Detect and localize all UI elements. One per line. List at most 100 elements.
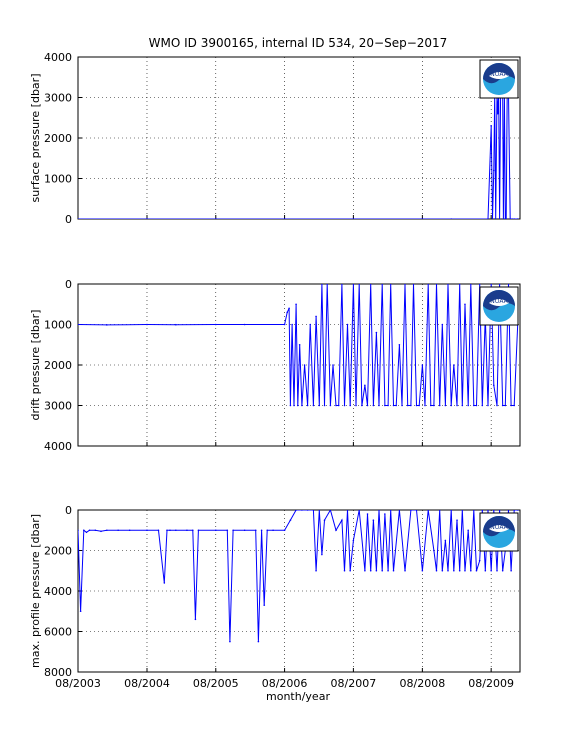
data-point xyxy=(88,529,91,532)
data-point xyxy=(487,404,489,407)
logo-bird xyxy=(489,72,509,79)
data-point xyxy=(157,529,160,532)
data-point xyxy=(283,323,286,326)
data-point xyxy=(458,569,461,572)
data-point xyxy=(433,404,435,407)
figure-title: WMO ID 3900165, internal ID 534, 20−Sep−… xyxy=(149,36,448,50)
data-point xyxy=(349,569,351,572)
data-point xyxy=(456,404,458,407)
data-point xyxy=(464,569,466,572)
y-tick-label: 8000 xyxy=(44,666,72,679)
data-point xyxy=(510,404,512,407)
data-point xyxy=(226,529,229,532)
data-point xyxy=(296,404,299,407)
y-tick-label: 2000 xyxy=(44,545,72,558)
x-tick-label: 08/2003 xyxy=(55,677,101,690)
data-point xyxy=(450,510,453,511)
data-point xyxy=(490,125,492,127)
data-point xyxy=(352,284,355,285)
data-point xyxy=(117,529,119,532)
y-tick-label: 4000 xyxy=(44,51,72,64)
data-point xyxy=(398,343,401,346)
data-point xyxy=(450,218,453,219)
data-point xyxy=(78,218,79,219)
data-point xyxy=(288,307,290,310)
x-tick-label: 08/2007 xyxy=(331,677,377,690)
data-point xyxy=(355,404,357,407)
data-point xyxy=(100,530,102,533)
data-point xyxy=(329,510,332,511)
data-point xyxy=(410,404,412,407)
data-point xyxy=(197,529,200,532)
data-point xyxy=(478,559,481,562)
data-point xyxy=(498,510,501,511)
y-tick-label: 6000 xyxy=(44,626,72,639)
data-point xyxy=(392,404,395,407)
data-point xyxy=(513,404,515,407)
data-point xyxy=(504,404,507,407)
data-point xyxy=(214,218,217,219)
data-point xyxy=(384,513,386,515)
data-point xyxy=(358,510,361,511)
data-point xyxy=(481,404,484,407)
x-tick-label: 08/2008 xyxy=(400,677,446,690)
noaa-logo: NOAA xyxy=(479,512,519,552)
data-point xyxy=(493,510,495,511)
data-point xyxy=(438,404,441,407)
data-point xyxy=(349,404,351,407)
data-point xyxy=(507,510,510,511)
data-point xyxy=(381,569,384,572)
data-point xyxy=(312,510,315,511)
data-point xyxy=(341,519,343,521)
data-point xyxy=(435,284,438,285)
logo-text: NOAA xyxy=(490,71,508,78)
data-point xyxy=(352,218,355,219)
data-point xyxy=(398,510,401,511)
y-tick-label: 1000 xyxy=(44,319,72,332)
data-point xyxy=(291,323,293,326)
data-point xyxy=(513,510,515,511)
data-point xyxy=(378,510,380,511)
data-point xyxy=(378,404,380,407)
data-point xyxy=(375,569,378,572)
data-point xyxy=(315,569,317,572)
data-point xyxy=(511,218,513,219)
y-axis-label: drift pressure [dbar] xyxy=(29,310,42,421)
data-point xyxy=(341,284,343,285)
data-point xyxy=(321,284,323,285)
data-point xyxy=(490,284,492,285)
data-point xyxy=(450,404,453,407)
data-point xyxy=(128,529,131,532)
data-point xyxy=(516,510,519,511)
data-point xyxy=(343,404,346,407)
data-point xyxy=(430,404,432,407)
data-point xyxy=(453,569,455,572)
data-point xyxy=(384,404,386,407)
data-point xyxy=(318,510,321,511)
x-axis-label: month/year xyxy=(266,690,330,703)
data-point xyxy=(392,569,395,572)
data-point xyxy=(415,510,418,511)
data-point xyxy=(461,510,464,511)
y-tick-label: 1000 xyxy=(44,173,72,186)
data-point xyxy=(146,323,148,326)
data-point xyxy=(461,404,464,407)
data-point xyxy=(366,513,369,515)
data-point xyxy=(505,218,508,219)
y-tick-label: 0 xyxy=(65,278,72,291)
data-point xyxy=(295,510,297,511)
y-tick-label: 0 xyxy=(65,504,72,517)
data-point xyxy=(470,284,472,285)
noaa-logo: NOAA xyxy=(479,59,519,99)
data-point xyxy=(496,404,498,407)
data-point xyxy=(323,519,326,521)
data-point xyxy=(418,404,420,407)
data-point xyxy=(323,404,326,407)
y-tick-label: 4000 xyxy=(44,440,72,453)
data-point xyxy=(326,284,328,285)
data-point xyxy=(412,284,415,285)
data-point xyxy=(372,519,375,521)
data-point xyxy=(415,404,418,407)
